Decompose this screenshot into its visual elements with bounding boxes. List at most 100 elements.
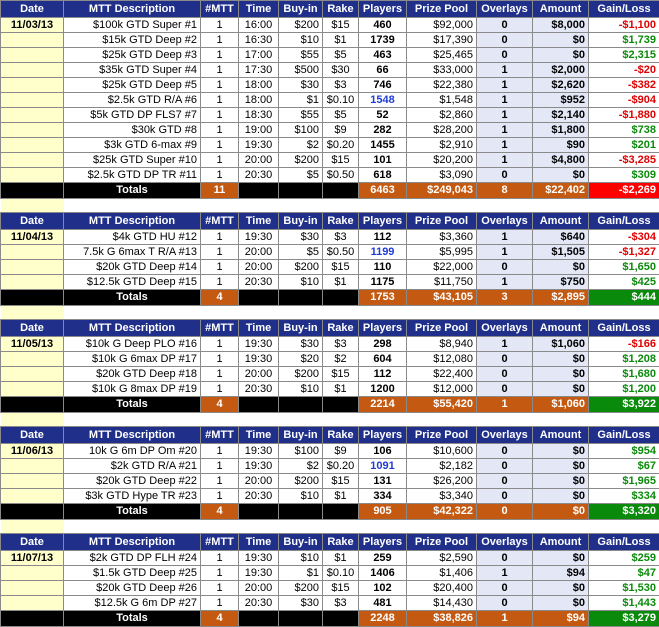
buyin-cell: $30 bbox=[279, 596, 323, 611]
spacer-date bbox=[1, 413, 64, 427]
desc-cell: $30k GTD #8 bbox=[64, 123, 201, 138]
time-cell: 19:30 bbox=[239, 551, 279, 566]
time-cell: 19:00 bbox=[239, 123, 279, 138]
header-gl: Gain/Loss bbox=[589, 534, 659, 551]
totals-mtt: 11 bbox=[201, 183, 239, 199]
header-amount: Amount bbox=[533, 213, 589, 230]
desc-cell: $10k G 6max DP #17 bbox=[64, 352, 201, 367]
players-cell: 101 bbox=[359, 153, 407, 168]
desc-cell: $1.5k GTD Deep #25 bbox=[64, 566, 201, 581]
header-time: Time bbox=[239, 534, 279, 551]
totals-blank bbox=[323, 183, 359, 199]
gl-cell: -$304 bbox=[589, 230, 659, 245]
header-players: Players bbox=[359, 427, 407, 444]
header-buyin: Buy-in bbox=[279, 213, 323, 230]
totals-prize: $42,322 bbox=[407, 504, 477, 520]
buyin-cell: $200 bbox=[279, 474, 323, 489]
buyin-cell: $500 bbox=[279, 63, 323, 78]
players-cell: 1455 bbox=[359, 138, 407, 153]
totals-mtt: 4 bbox=[201, 290, 239, 306]
gl-cell: -$166 bbox=[589, 337, 659, 352]
header-rake: Rake bbox=[323, 534, 359, 551]
overlays-cell: 1 bbox=[477, 566, 533, 581]
header-players: Players bbox=[359, 213, 407, 230]
header-desc: MTT Description bbox=[64, 427, 201, 444]
mtt-cell: 1 bbox=[201, 566, 239, 581]
amount-cell: $0 bbox=[533, 382, 589, 397]
desc-cell: $20k GTD Deep #22 bbox=[64, 474, 201, 489]
players-cell: 106 bbox=[359, 444, 407, 459]
rake-cell: $15 bbox=[323, 474, 359, 489]
rake-cell: $5 bbox=[323, 48, 359, 63]
amount-cell: $0 bbox=[533, 474, 589, 489]
mtt-cell: 1 bbox=[201, 596, 239, 611]
desc-cell: $4k GTD HU #12 bbox=[64, 230, 201, 245]
header-time: Time bbox=[239, 427, 279, 444]
prize-cell: $25,465 bbox=[407, 48, 477, 63]
prize-cell: $11,750 bbox=[407, 275, 477, 290]
prize-cell: $20,200 bbox=[407, 153, 477, 168]
totals-blank bbox=[239, 290, 279, 306]
mtt-cell: 1 bbox=[201, 78, 239, 93]
time-cell: 18:30 bbox=[239, 108, 279, 123]
header-mtt: #MTT bbox=[201, 1, 239, 18]
players-cell: 110 bbox=[359, 260, 407, 275]
totals-blank bbox=[323, 397, 359, 413]
prize-cell: $2,590 bbox=[407, 551, 477, 566]
time-cell: 20:30 bbox=[239, 489, 279, 504]
header-gl: Gain/Loss bbox=[589, 1, 659, 18]
totals-overlays: 1 bbox=[477, 397, 533, 413]
prize-cell: $3,360 bbox=[407, 230, 477, 245]
header-desc: MTT Description bbox=[64, 1, 201, 18]
prize-cell: $10,600 bbox=[407, 444, 477, 459]
desc-cell: $5k GTD DP FLS7 #7 bbox=[64, 108, 201, 123]
header-gl: Gain/Loss bbox=[589, 213, 659, 230]
time-cell: 17:00 bbox=[239, 48, 279, 63]
time-cell: 16:30 bbox=[239, 33, 279, 48]
totals-players: 2248 bbox=[359, 611, 407, 627]
date-cell-empty bbox=[1, 63, 64, 78]
time-cell: 17:30 bbox=[239, 63, 279, 78]
amount-cell: $0 bbox=[533, 367, 589, 382]
overlays-cell: 0 bbox=[477, 48, 533, 63]
players-cell: 1200 bbox=[359, 382, 407, 397]
spacer-fill bbox=[64, 199, 659, 213]
prize-cell: $8,940 bbox=[407, 337, 477, 352]
rake-cell: $30 bbox=[323, 63, 359, 78]
gl-cell: $201 bbox=[589, 138, 659, 153]
players-cell: 1175 bbox=[359, 275, 407, 290]
desc-cell: $3k GTD 6-max #9 bbox=[64, 138, 201, 153]
header-prize: Prize Pool bbox=[407, 534, 477, 551]
totals-players: 6463 bbox=[359, 183, 407, 199]
totals-overlays: 8 bbox=[477, 183, 533, 199]
buyin-cell: $100 bbox=[279, 444, 323, 459]
header-mtt: #MTT bbox=[201, 534, 239, 551]
mtt-cell: 1 bbox=[201, 337, 239, 352]
players-cell: 112 bbox=[359, 230, 407, 245]
spacer-row bbox=[1, 306, 659, 320]
totals-blank bbox=[279, 504, 323, 520]
rake-cell: $1 bbox=[323, 489, 359, 504]
gl-cell: $1,530 bbox=[589, 581, 659, 596]
header-players: Players bbox=[359, 320, 407, 337]
date-cell-empty bbox=[1, 596, 64, 611]
rake-cell: $0.10 bbox=[323, 93, 359, 108]
gl-cell: $2,315 bbox=[589, 48, 659, 63]
totals-players: 2214 bbox=[359, 397, 407, 413]
header-desc: MTT Description bbox=[64, 320, 201, 337]
time-cell: 19:30 bbox=[239, 459, 279, 474]
header-buyin: Buy-in bbox=[279, 1, 323, 18]
amount-cell: $0 bbox=[533, 459, 589, 474]
rake-cell: $15 bbox=[323, 153, 359, 168]
players-cell: 259 bbox=[359, 551, 407, 566]
totals-label: Totals bbox=[64, 290, 201, 306]
